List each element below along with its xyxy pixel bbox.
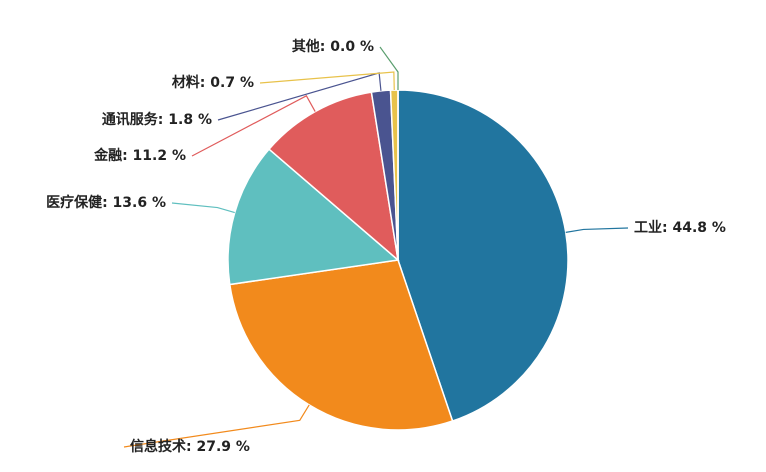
leader-line <box>565 227 629 233</box>
slice-label: 医疗保健: 13.6 % <box>46 194 166 211</box>
leader-line <box>191 95 316 157</box>
slice-label: 金融: 11.2 % <box>93 147 186 164</box>
pie-slice <box>397 89 569 422</box>
slice-label: 其他: 0.0 % <box>292 38 374 55</box>
leader-line <box>171 202 235 214</box>
leader-line <box>259 71 395 91</box>
slice-label: 材料: 0.7 % <box>172 74 254 91</box>
slice-label: 通讯服务: 1.8 % <box>102 111 212 128</box>
leader-line <box>379 46 399 90</box>
slice-label: 工业: 44.8 % <box>634 220 726 236</box>
slice-label: 信息技术: 27.9 % <box>130 438 250 455</box>
leader-line <box>123 404 310 448</box>
